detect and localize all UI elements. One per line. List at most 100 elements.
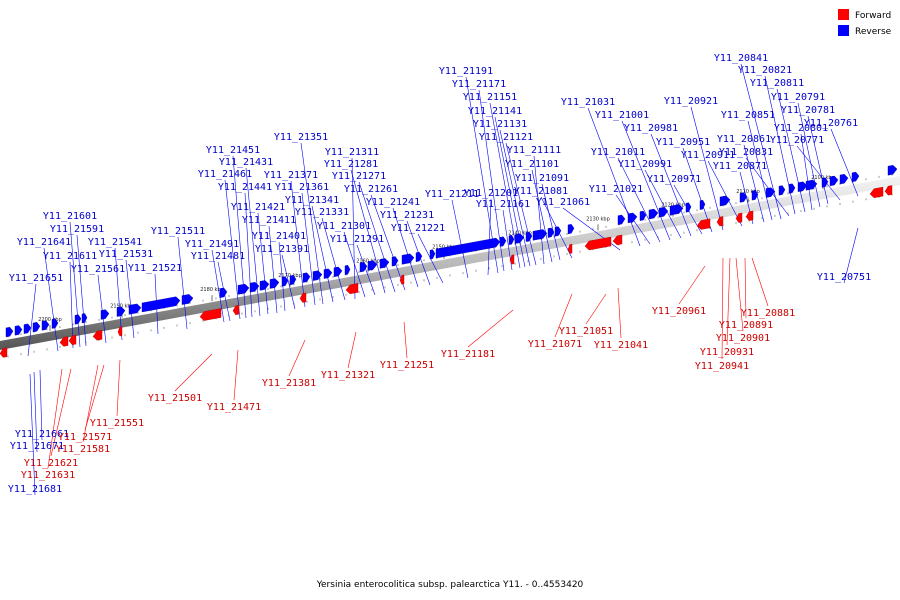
reverse-gene-label: Y11_20951: [656, 137, 710, 148]
forward-gene-arrow: [232, 304, 240, 316]
reverse-gene-label: Y11_21371: [264, 170, 318, 181]
reverse-gene-leader: [370, 194, 406, 291]
forward-gene-arrow: [716, 216, 724, 227]
reverse-gene-arrow: [429, 249, 436, 260]
reverse-gene-leader: [776, 88, 806, 213]
reverse-gene-arrow: [547, 227, 555, 238]
reverse-gene-label: Y11_21021: [589, 184, 643, 195]
forward-gene-arrow: [509, 254, 515, 265]
forward-gene-label: Y11_21251: [380, 360, 434, 371]
forward-gene-leader: [467, 309, 514, 348]
reverse-gene-label: Y11_21091: [515, 173, 569, 184]
reverse-gene-arrow: [333, 266, 343, 278]
forward-gene-leader: [617, 287, 622, 339]
reverse-gene-arrow: [839, 173, 849, 185]
reverse-gene-label: Y11_20801: [774, 123, 828, 134]
reverse-gene-arrow: [391, 256, 399, 267]
reverse-gene-leader: [843, 227, 859, 284]
reverse-gene-label: Y11_20791: [771, 92, 825, 103]
forward-gene-label: Y11_21041: [594, 340, 648, 351]
reverse-gene-arrow: [685, 202, 692, 213]
reverse-gene-label: Y11_21301: [317, 221, 371, 232]
reverse-gene-leader: [268, 225, 278, 314]
reverse-gene-leader: [351, 157, 356, 300]
reverse-gene-leader: [211, 249, 225, 323]
reverse-gene-arrow: [415, 251, 423, 262]
reverse-gene-label: Y11_21481: [191, 251, 245, 262]
reverse-gene-arrow: [514, 233, 525, 244]
reverse-gene-leader: [76, 234, 87, 347]
forward-gene-arrow: [117, 326, 123, 337]
forward-gene-label: Y11_21381: [262, 378, 316, 389]
reverse-gene-arrow: [379, 258, 390, 269]
reverse-gene-label: Y11_21031: [561, 97, 615, 108]
forward-gene-label: Y11_21581: [56, 444, 110, 455]
reverse-gene-label: Y11_20971: [647, 174, 701, 185]
reverse-gene-arrow: [74, 314, 82, 325]
reverse-gene-label: Y11_21241: [366, 197, 420, 208]
reverse-gene-leader: [707, 160, 743, 227]
forward-gene-arrow: [884, 185, 893, 196]
reverse-gene-label: Y11_21651: [9, 273, 63, 284]
axis-tick-label: 2130 kbp: [586, 216, 610, 222]
forward-gene-arrow: [59, 336, 69, 347]
reverse-gene-label: Y11_21671: [10, 441, 64, 452]
reverse-gene-arrow: [639, 210, 647, 221]
reverse-gene-leader: [114, 247, 123, 341]
reverse-gene-arrow: [359, 262, 368, 273]
reverse-gene-label: Y11_21191: [439, 66, 493, 77]
reverse-gene-label: Y11_21541: [88, 237, 142, 248]
reverse-gene-label: Y11_21611: [43, 251, 97, 262]
reverse-gene-arrow: [567, 224, 575, 235]
reverse-gene-leader: [33, 371, 38, 453]
forward-gene-label: Y11_21471: [207, 402, 261, 413]
reverse-gene-arrow: [219, 287, 228, 298]
forward-gene-label: Y11_20881: [741, 308, 795, 319]
forward-gene-leader: [678, 265, 706, 305]
reverse-gene-arrow: [312, 270, 323, 281]
forward-gene-arrow: [869, 186, 884, 198]
reverse-gene-leader: [740, 63, 782, 220]
reverse-gene-arrow: [23, 323, 32, 334]
reverse-gene-label: Y11_21101: [505, 159, 559, 170]
reverse-gene-label: Y11_20991: [618, 159, 672, 170]
reverse-gene-label: Y11_21661: [15, 429, 69, 440]
reverse-gene-leader: [39, 369, 43, 441]
forward-gene-leader: [735, 257, 744, 332]
reverse-gene-leader: [617, 157, 661, 243]
reverse-gene-arrow: [302, 272, 311, 283]
reverse-gene-leader: [245, 167, 261, 317]
reverse-gene-leader: [747, 120, 773, 221]
reverse-gene-arrow: [116, 306, 126, 317]
reverse-gene-arrow: [829, 175, 839, 187]
forward-gene-label: Y11_21181: [441, 349, 495, 360]
reverse-gene-leader: [587, 107, 641, 247]
forward-gene-leader: [585, 293, 607, 325]
gene-features: [0, 165, 898, 358]
reverse-gene-leader: [358, 181, 396, 293]
reverse-gene-leader: [505, 142, 537, 266]
forward-gene-leader: [347, 331, 357, 369]
reverse-gene-label: Y11_20911: [681, 150, 735, 161]
forward-gene-label: Y11_21571: [58, 432, 112, 443]
reverse-gene-leader: [499, 129, 531, 267]
forward-gene-leader: [554, 293, 573, 338]
reverse-gene-arrow: [249, 282, 260, 293]
forward-gene-leader: [47, 368, 63, 469]
reverse-gene-arrow: [141, 296, 181, 313]
reverse-gene-arrow: [788, 183, 796, 194]
forward-gene-arrow: [345, 283, 359, 295]
forward-gene-label: Y11_20961: [652, 306, 706, 317]
reverse-gene-leader: [69, 221, 81, 348]
forward-gene-label: Y11_21551: [90, 418, 144, 429]
reverse-gene-leader: [244, 192, 253, 318]
reverse-gene-label: Y11_20841: [714, 53, 768, 64]
reverse-gene-arrow: [128, 303, 142, 315]
forward-gene-label: Y11_21071: [528, 339, 582, 350]
reverse-gene-leader: [644, 169, 682, 239]
reverse-gene-leader: [278, 241, 286, 312]
legend-forward-swatch: [838, 9, 849, 20]
forward-gene-label: Y11_21621: [24, 458, 78, 469]
forward-gene-label: Y11_20891: [719, 320, 773, 331]
reverse-gene-label: Y11_21151: [463, 92, 517, 103]
